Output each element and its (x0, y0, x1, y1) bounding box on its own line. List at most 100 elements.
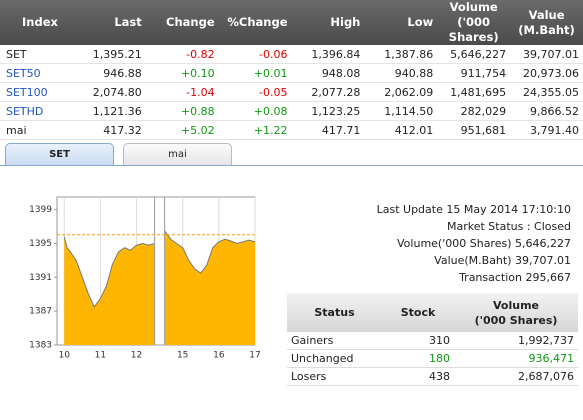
summary-line: Market Status : Closed (377, 218, 571, 235)
cell: 310 (382, 332, 454, 350)
cell: 2,062.09 (364, 82, 438, 102)
cell: 282,029 (437, 101, 511, 121)
summary-label: Volume('000 Shares) (397, 237, 512, 250)
cell: 948.08 (291, 63, 365, 83)
summary-label: Last Update (376, 203, 443, 216)
cell: +0.01 (218, 63, 292, 83)
column-header: Volume ('000 Shares) (437, 0, 511, 45)
market-table: Index Last Change %Change High Low Volume ('00… (0, 0, 583, 140)
summary-value: 5,646,227 (515, 237, 571, 250)
chart: 1383 1387 1391 1395 1399 10 11 12 15 16 17 (29, 196, 261, 361)
summary-line: Volume('000 Shares) 5,646,227 (377, 235, 571, 252)
cell: SETHD (0, 101, 73, 121)
cell: SET100 (0, 82, 73, 102)
column-header: Volume ('000 Shares) (454, 293, 578, 332)
row: Losers 438 2,687,076 (287, 367, 578, 386)
cell: 1,387.86 (364, 45, 438, 64)
cell: 20,973.06 (510, 63, 583, 83)
tab[interactable]: SET (5, 143, 114, 165)
tab[interactable]: mai (123, 143, 232, 165)
axis-break (155, 198, 164, 344)
cell: 2,077.28 (291, 82, 365, 102)
cell: SET50 (0, 63, 73, 83)
column-header: Last (72, 0, 146, 45)
summary-label: Value(M.Baht) (434, 254, 512, 267)
cell: 1,121.36 (72, 101, 146, 121)
column-header: %Change (218, 0, 292, 45)
cell: 9,866.52 (510, 101, 583, 121)
column-header: High (291, 0, 365, 45)
x-tick-label: 16 (213, 351, 225, 361)
summary-line: Value(M.Baht) 39,707.01 (377, 252, 571, 269)
summary-label: Market Status : (446, 220, 531, 233)
column-header: Value (M.Baht) (510, 0, 583, 45)
cell: mai (0, 120, 73, 140)
summary-line: Last Update 15 May 2014 17:10:10 (377, 201, 571, 218)
cell: 412.01 (364, 120, 438, 140)
summary-value: 15 May 2014 17:10:10 (446, 203, 571, 216)
cell: 438 (382, 367, 454, 386)
cell: 936,471 (454, 349, 578, 368)
cell: SET (0, 45, 73, 64)
cell: 417.32 (72, 120, 146, 140)
column-header: Stock (382, 293, 454, 332)
cell: -1.04 (145, 82, 219, 102)
cell: +5.02 (145, 120, 219, 140)
cell: +0.08 (218, 101, 292, 121)
column-header: Status (287, 293, 382, 332)
cell: +0.10 (145, 63, 219, 83)
x-tick-label: 15 (177, 351, 188, 361)
cell: 39,707.01 (510, 45, 583, 64)
x-tick-label: 11 (95, 351, 106, 361)
cell: Unchanged (287, 349, 382, 368)
summary-line: Transaction 295,667 (377, 269, 571, 286)
summary-value: 295,667 (525, 271, 572, 284)
cell: 417.71 (291, 120, 365, 140)
cell: 2,074.80 (72, 82, 146, 102)
y-tick-label: 1399 (29, 205, 52, 215)
y-tick-label: 1395 (29, 239, 52, 249)
cell: 946.88 (72, 63, 146, 83)
line (63, 230, 256, 308)
summary-value: 39,707.01 (515, 254, 571, 267)
cell: 24,355.05 (510, 82, 583, 102)
x-tick-label: 12 (131, 351, 142, 361)
summary: Last Update 15 May 2014 17:10:10 Market S… (377, 201, 571, 286)
cell: Losers (287, 367, 382, 386)
cell: -0.06 (218, 45, 292, 64)
row: mai 417.32 +5.02 +1.22 417.71 412.01 951,681 3,… (0, 120, 583, 140)
row: SET50 946.88 +0.10 +0.01 948.08 940.88 911,754… (0, 63, 583, 83)
cell: 940.88 (364, 63, 438, 83)
row: Gainers 310 1,992,737 (287, 332, 578, 350)
area (64, 230, 255, 345)
column-header: Change (145, 0, 219, 45)
cell: 1,123.25 (291, 101, 365, 121)
x-tick-label: 10 (59, 351, 71, 361)
cell: 180 (382, 349, 454, 368)
cell: 1,114.50 (364, 101, 438, 121)
row: SET 1,395.21 -0.82 -0.06 1,396.84 1,387.86 5,6… (0, 45, 583, 64)
cell: 5,646,227 (437, 45, 511, 64)
cell: 1,481,695 (437, 82, 511, 102)
tab-divider (0, 165, 583, 166)
cell: 951,681 (437, 120, 511, 140)
summary-value: Closed (534, 220, 571, 233)
cell: Gainers (287, 332, 382, 350)
cell: 1,396.84 (291, 45, 365, 64)
cell: -0.82 (145, 45, 219, 64)
cell: -0.05 (218, 82, 292, 102)
cell: 3,791.40 (510, 120, 583, 140)
status-table: Status Stock Volume ('000 Shares) Gainers 31… (287, 293, 578, 386)
row: SETHD 1,121.36 +0.88 +0.08 1,123.25 1,114.50 2… (0, 101, 583, 121)
y-tick-label: 1387 (29, 307, 52, 317)
cell: 911,754 (437, 63, 511, 83)
cell: 2,687,076 (454, 367, 578, 386)
column-header: Low (364, 0, 438, 45)
row: Unchanged 180 936,471 (287, 349, 578, 368)
y-tick-label: 1391 (29, 273, 52, 283)
row: SET100 2,074.80 -1.04 -0.05 2,077.28 2,062.09… (0, 82, 583, 102)
cell: 1,395.21 (72, 45, 146, 64)
column-header: Index (0, 0, 73, 45)
summary-label: Transaction (459, 271, 522, 284)
